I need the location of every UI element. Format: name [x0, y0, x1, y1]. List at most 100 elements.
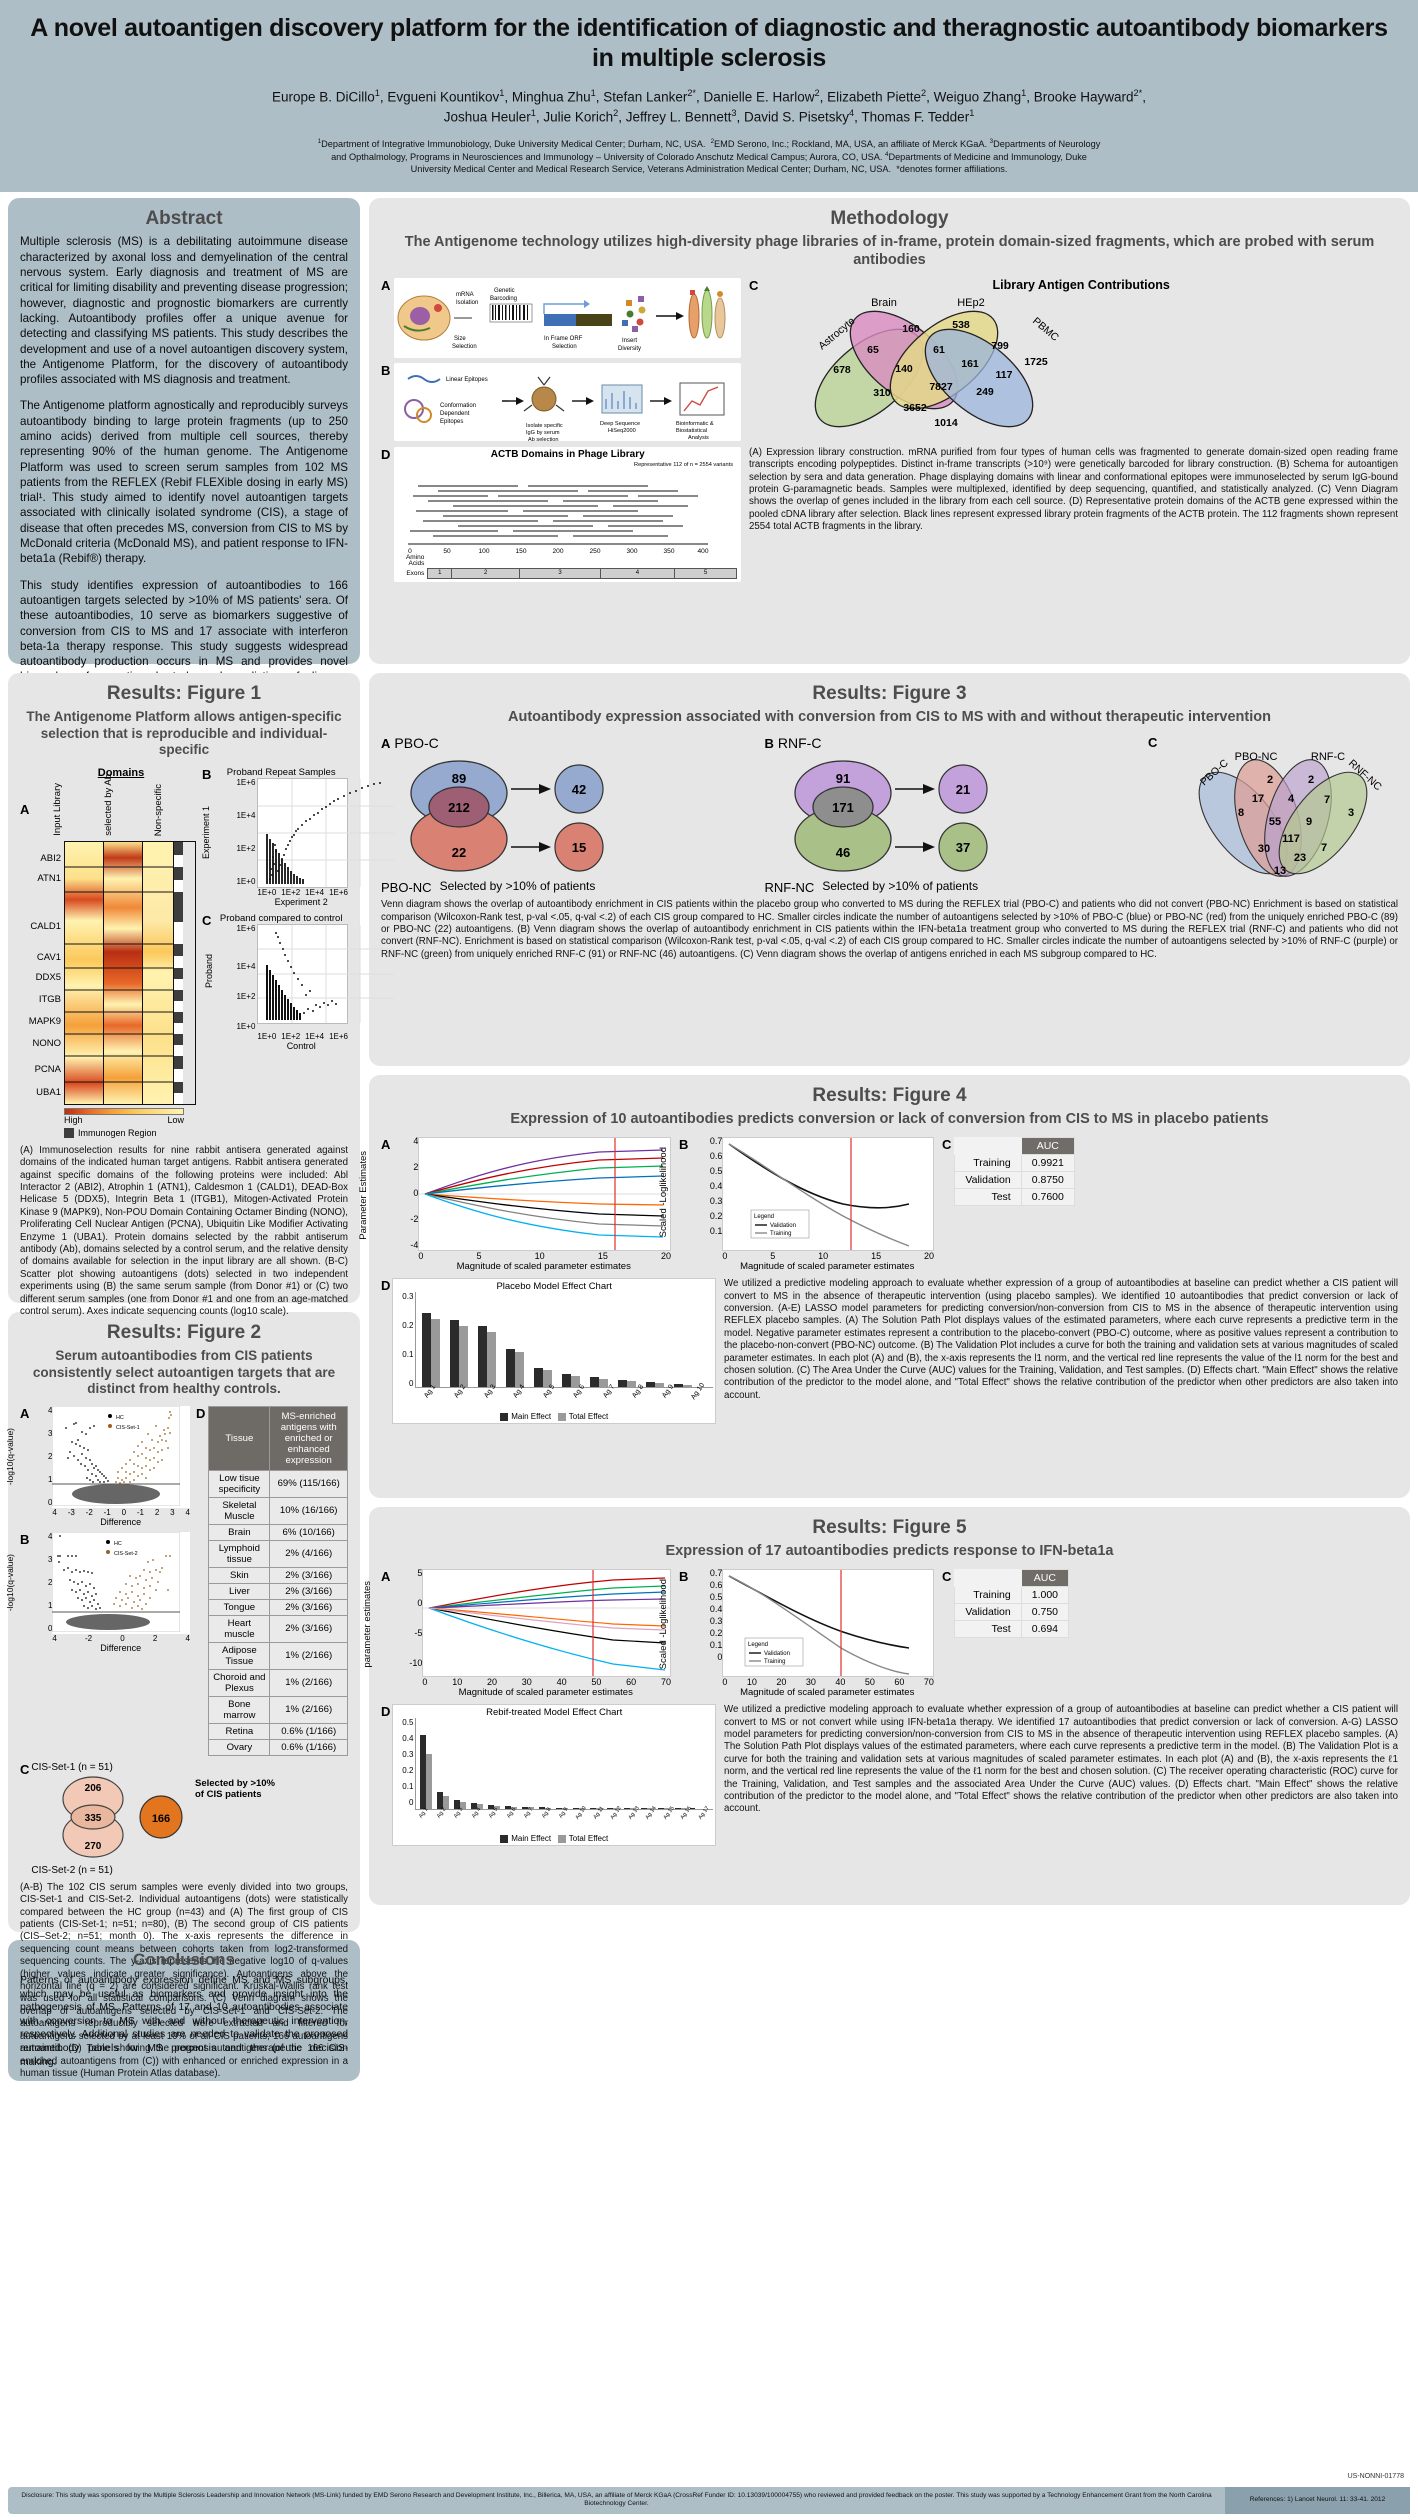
svg-text:HiSeq2000: HiSeq2000 — [608, 428, 636, 434]
ussn-code: US-NONNI-01778 — [1347, 2473, 1404, 2480]
auc-row-label: Test — [954, 1188, 1022, 1207]
auc-value: 0.8750 — [1020, 1171, 1075, 1190]
svg-text:22: 22 — [452, 845, 466, 860]
venn-label-rnf-c: RNF-C — [1311, 751, 1345, 763]
figure2-panel-d-label: D — [196, 1405, 206, 1421]
auc-value: 0.7600 — [1020, 1188, 1075, 1207]
fig5d-title: Rebif-treated Model Effect Chart — [486, 1707, 623, 1719]
svg-text:Genetic: Genetic — [494, 288, 515, 294]
svg-text:Barcoding: Barcoding — [490, 296, 517, 302]
pbo-result-label: Selected by >10% of patients — [439, 879, 596, 894]
svg-text:Conformation: Conformation — [440, 403, 476, 409]
methodology-title: Methodology — [830, 208, 949, 230]
svg-text:Epitopes: Epitopes — [440, 419, 463, 425]
svg-text:Selection: Selection — [552, 344, 577, 350]
poster-footer: Disclosure: This study was sponsored by … — [8, 2486, 1410, 2514]
exon-box: 5 — [675, 567, 737, 579]
svg-text:249: 249 — [977, 386, 995, 398]
fig4d-title: Placebo Model Effect Chart — [496, 1281, 612, 1293]
svg-text:55: 55 — [1269, 816, 1281, 828]
volcano-b-xlabel: Difference — [100, 1642, 142, 1653]
figure3-panel-a-label: A — [381, 736, 391, 752]
table-row: Lymphoid tissue 2% (4/166) — [208, 1539, 348, 1568]
rnf-nc-label: RNF-NC — [764, 880, 815, 896]
svg-text:1725: 1725 — [1025, 356, 1049, 368]
affiliations: 1Department of Integrative Immunobiology… — [317, 138, 1101, 175]
table-cell: 0.6% (1/166) — [269, 1738, 348, 1756]
figure5-title: Results: Figure 5 — [812, 1517, 967, 1539]
panel-c-ylabel: Proband — [204, 953, 215, 988]
four-set-venn: 2 2 17 4 7 8 55 9 3 30 117 — [1198, 751, 1384, 877]
svg-text:61: 61 — [934, 344, 946, 356]
table-cell: Brain — [208, 1523, 271, 1541]
library-venn-title: Library Antigen Contributions — [992, 277, 1170, 292]
svg-text:270: 270 — [85, 1841, 102, 1852]
svg-text:Isolation: Isolation — [456, 300, 478, 306]
exon-box: 1 — [427, 567, 453, 579]
heatmap-scale-low: Low — [167, 1114, 184, 1125]
svg-text:400: 400 — [698, 548, 709, 555]
table-row: Validation 0.8750 — [954, 1171, 1075, 1190]
placebo-effect-chart: Placebo Model Effect Chart 0.3 0.2 0.1 0 — [392, 1278, 716, 1425]
svg-text:150: 150 — [516, 548, 527, 555]
svg-text:117: 117 — [996, 369, 1013, 381]
panel-b-ylabel: Experiment 1 — [201, 805, 212, 859]
auc-value: 1.000 — [1020, 1586, 1070, 1605]
heatmap-scale-high: High — [64, 1114, 83, 1125]
domains-label: Domains — [97, 766, 145, 779]
svg-text:300: 300 — [627, 548, 638, 555]
figure1-caption: (A) Immunoselection results for nine rab… — [20, 1144, 348, 1318]
pbo-nc-label: PBO-NC — [381, 880, 432, 896]
fig4a-xlabel: Magnitude of scaled parameter estimates — [456, 1261, 631, 1273]
table-cell: Low tisue specificity — [208, 1469, 271, 1498]
table-cell: 0.6% (1/166) — [269, 1722, 348, 1740]
table-row: Skeletal Muscle 10% (16/166) — [208, 1496, 348, 1525]
svg-text:Selection: Selection — [452, 344, 477, 350]
immunogen-legend: Immunogen Region — [78, 1127, 157, 1138]
figure5-panel: Results: Figure 5 Expression of 17 autoa… — [362, 1507, 1410, 1906]
venn-result-label: Selected by >10% of CIS patients — [195, 1777, 276, 1801]
table-row: Liver 2% (3/166) — [208, 1582, 348, 1600]
svg-text:8: 8 — [1238, 807, 1244, 819]
fig5b-validation-plot: Legend Validation Training — [722, 1569, 934, 1678]
fig5a-solution-path-plot — [422, 1569, 672, 1678]
figure1-subtitle: The Antigenome Platform allows antigen-s… — [26, 709, 342, 758]
rnf-result-label: Selected by >10% of patients — [822, 879, 979, 894]
svg-text:100: 100 — [479, 548, 490, 555]
svg-text:Deep Sequence: Deep Sequence — [600, 421, 640, 427]
exon-box: 4 — [600, 567, 676, 579]
pbo-venn: 89 212 22 42 15 — [410, 760, 604, 872]
figure3-subtitle: Autoantibody expression associated with … — [508, 709, 1271, 726]
figure2-panel-a-label: A — [20, 1405, 30, 1421]
svg-text:678: 678 — [834, 364, 852, 376]
fig4a-solution-path-plot — [418, 1137, 671, 1252]
volcano-b-ylabel: -log10(q-value) — [5, 1553, 16, 1611]
fig4a-ylabel: Parameter Estimates — [358, 1151, 370, 1240]
auc-value: 0.9921 — [1020, 1154, 1075, 1173]
figure4-panel: Results: Figure 4 Expression of 10 autoa… — [358, 1075, 1410, 1499]
fig5b-xlabel: Magnitude of scaled parameter estimates — [740, 1687, 915, 1699]
table-header-antigens: MS-enriched antigens with enriched or en… — [269, 1405, 348, 1471]
fig5a-xlabel: Magnitude of scaled parameter estimates — [458, 1687, 633, 1699]
actb-amino-acids-label: Amino Acids — [405, 553, 425, 568]
pbo-c-label: PBO-C — [394, 735, 439, 752]
table-row: Test 0.694 — [954, 1620, 1070, 1639]
table-cell: Bone marrow — [208, 1695, 271, 1724]
fig5b-ylabel: Scaled -Loglikelihood — [658, 1579, 670, 1670]
antigen-selection-schematic: Linear Epitopes Conformation Dependent E… — [394, 362, 741, 441]
table-row: Ovary 0.6% (1/166) — [208, 1738, 348, 1756]
table-cell: Heart muscle — [208, 1614, 271, 1643]
proband-control-scatter — [257, 923, 395, 1024]
library-antigen-venn: 160 538 799 1725 65 61 161 117 — [764, 292, 1398, 437]
figure3-panel: Results: Figure 3 Autoantibody expressio… — [369, 673, 1410, 1067]
methodology-panel-d-label: D — [381, 446, 391, 462]
tissue-expression-table: Tissue MS-enriched antigens with enriche… — [208, 1405, 348, 1756]
svg-text:4: 4 — [1288, 793, 1295, 805]
table-cell: 1% (2/166) — [269, 1641, 348, 1670]
figure4-subtitle: Expression of 10 autoantibodies predicts… — [510, 1111, 1269, 1128]
svg-text:Validation: Validation — [764, 1651, 790, 1657]
venn-label-brain: Brain — [872, 297, 898, 309]
poster-header: A novel autoantigen discovery platform f… — [0, 0, 1418, 193]
figure5-panel-c-label: C — [942, 1569, 952, 1585]
fig4-auc-table: AUC Training 0.9921 Validation 0.8750 Test 0.… — [954, 1137, 1075, 1207]
